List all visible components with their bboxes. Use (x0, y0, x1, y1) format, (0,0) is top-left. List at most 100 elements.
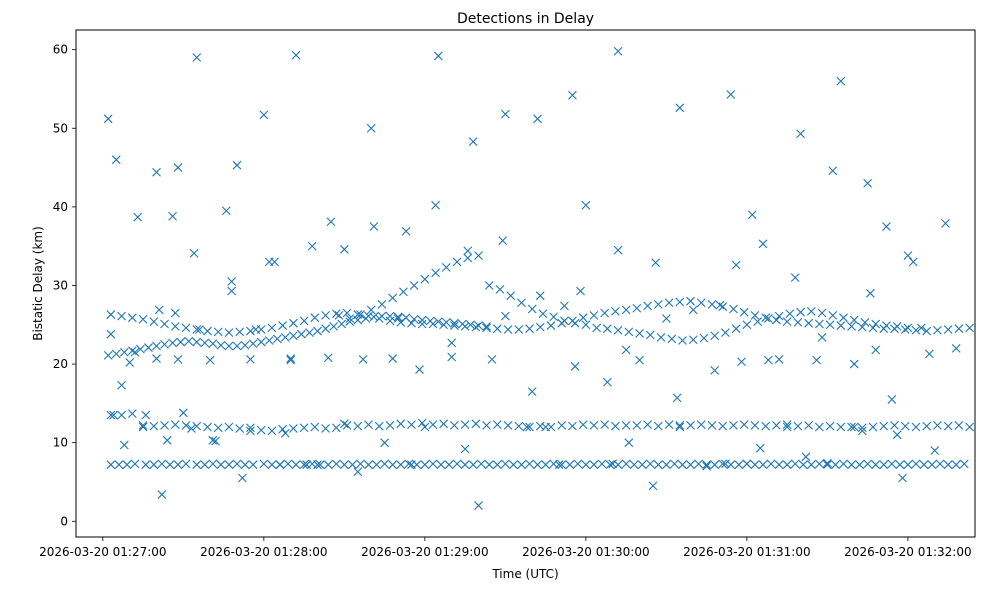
data-point (141, 460, 151, 470)
y-tick-label: 0 (60, 514, 68, 528)
data-point (500, 459, 510, 469)
data-point (798, 460, 808, 470)
data-point (922, 421, 932, 431)
data-point (466, 320, 475, 330)
data-point (959, 459, 969, 469)
data-point (103, 351, 113, 360)
data-point (560, 316, 569, 326)
data-point (549, 459, 559, 469)
data-point (600, 420, 610, 429)
data-point (868, 323, 878, 333)
data-point (656, 332, 666, 342)
data-point (500, 109, 510, 119)
data-point (645, 459, 655, 469)
data-point (686, 460, 695, 470)
data-point (525, 422, 534, 432)
data-point (224, 422, 234, 432)
data-point (431, 200, 440, 210)
data-point (184, 336, 194, 346)
data-point (428, 420, 438, 429)
data-point (573, 459, 583, 469)
data-point (380, 438, 390, 448)
data-point (621, 420, 631, 430)
data-point (943, 421, 953, 431)
data-point (471, 322, 481, 332)
data-point (734, 460, 744, 470)
data-point (882, 222, 891, 231)
data-point (216, 340, 226, 350)
data-point (337, 319, 347, 329)
data-point (305, 328, 314, 338)
data-point (793, 421, 803, 431)
data-point (951, 460, 961, 470)
data-point (576, 286, 585, 296)
data-point (546, 422, 556, 432)
data-point (538, 309, 548, 319)
data-point (686, 420, 695, 430)
y-axis: 0 10 20 30 40 50 60 (53, 43, 76, 528)
data-point (192, 325, 202, 334)
data-point (900, 421, 910, 431)
data-point (342, 420, 352, 430)
data-point (871, 345, 881, 355)
data-point (814, 459, 824, 469)
data-point (509, 460, 518, 470)
data-point (694, 459, 703, 469)
data-point (954, 420, 964, 430)
data-point (739, 307, 749, 317)
data-point (208, 459, 218, 469)
data-point (611, 307, 620, 316)
data-point (329, 321, 339, 331)
data-point (160, 340, 169, 349)
y-tick-label: 10 (53, 436, 68, 450)
data-point (203, 326, 212, 336)
data-point (806, 460, 816, 470)
data-point (911, 422, 921, 432)
data-point (339, 460, 349, 470)
data-point (613, 46, 623, 56)
data-point (321, 310, 330, 320)
data-point (232, 459, 242, 469)
data-point (275, 460, 285, 470)
data-point (299, 460, 309, 470)
data-point (578, 420, 588, 429)
data-point (825, 421, 835, 431)
data-point (836, 76, 846, 86)
data-point (753, 317, 763, 327)
data-point (117, 410, 127, 420)
data-point (525, 459, 534, 469)
data-point (721, 328, 730, 338)
data-point (847, 422, 856, 432)
data-point (868, 422, 878, 432)
data-point (602, 324, 612, 334)
data-point (653, 421, 663, 431)
data-point (707, 299, 717, 309)
data-point (366, 305, 376, 315)
data-point (162, 435, 172, 445)
data-point (192, 53, 202, 62)
data-point (342, 308, 352, 318)
data-point (428, 459, 438, 469)
data-point (331, 309, 341, 319)
data-point (149, 421, 159, 431)
data-point (742, 459, 752, 469)
data-point (557, 460, 567, 470)
data-point (965, 323, 975, 333)
data-point (635, 355, 644, 365)
data-point (388, 460, 398, 470)
data-point (109, 410, 118, 420)
data-point (581, 320, 591, 330)
data-point (814, 319, 824, 329)
data-point (498, 236, 508, 246)
data-point (385, 311, 395, 321)
data-point (353, 421, 363, 431)
data-point (506, 291, 516, 301)
data-point (919, 460, 929, 470)
data-point (173, 460, 183, 470)
data-point (213, 327, 223, 337)
data-point (857, 322, 867, 332)
data-point (831, 460, 840, 470)
data-point (729, 420, 738, 430)
data-point (299, 316, 309, 326)
y-tick-label: 50 (53, 121, 68, 135)
